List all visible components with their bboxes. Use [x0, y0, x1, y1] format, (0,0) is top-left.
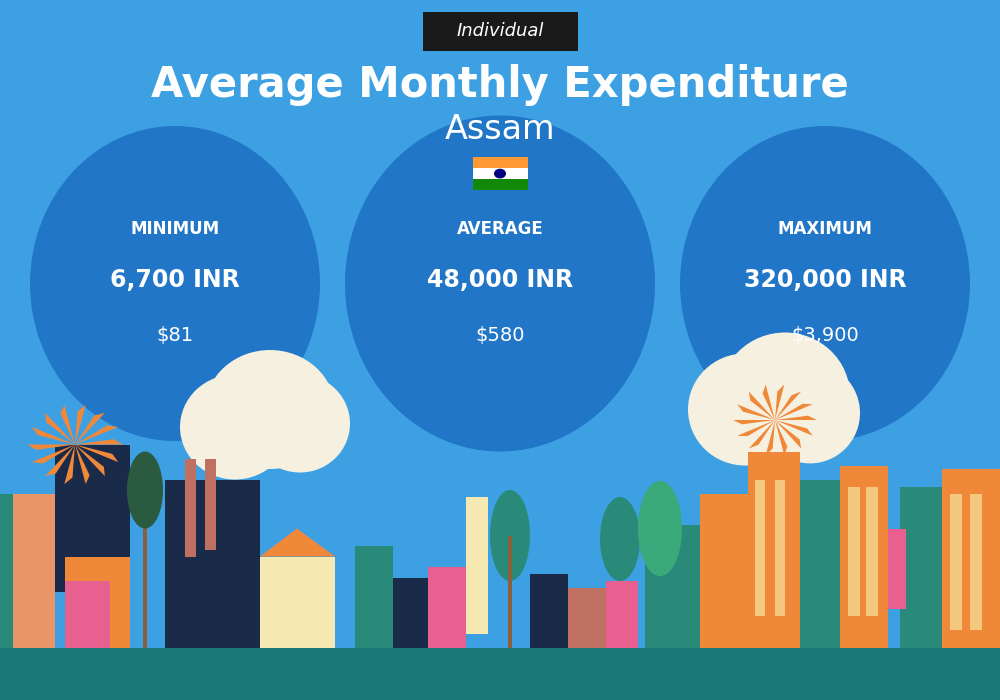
Polygon shape	[64, 444, 75, 484]
Ellipse shape	[345, 116, 655, 452]
Bar	[185, 458, 196, 556]
Polygon shape	[75, 413, 105, 444]
Ellipse shape	[490, 490, 530, 581]
Bar	[473, 157, 528, 168]
Polygon shape	[775, 420, 801, 449]
Text: 320,000 INR: 320,000 INR	[744, 268, 906, 292]
Ellipse shape	[680, 126, 970, 441]
Ellipse shape	[688, 354, 802, 466]
Bar	[393, 578, 428, 648]
Polygon shape	[775, 404, 813, 420]
Polygon shape	[775, 416, 817, 420]
Text: 48,000 INR: 48,000 INR	[427, 268, 573, 292]
Polygon shape	[763, 384, 775, 420]
Polygon shape	[775, 391, 801, 420]
Bar	[700, 494, 748, 648]
Bar	[900, 486, 942, 648]
Text: $3,900: $3,900	[791, 326, 859, 346]
Bar	[473, 168, 528, 179]
Polygon shape	[775, 420, 813, 436]
Ellipse shape	[600, 497, 640, 581]
Bar	[606, 581, 638, 648]
Polygon shape	[45, 444, 75, 476]
Bar	[942, 469, 1000, 648]
Polygon shape	[775, 384, 784, 420]
Ellipse shape	[494, 169, 506, 178]
Polygon shape	[27, 444, 75, 450]
FancyBboxPatch shape	[422, 12, 578, 51]
Polygon shape	[32, 427, 75, 444]
Bar	[143, 486, 147, 648]
Bar	[950, 494, 962, 630]
Polygon shape	[733, 420, 775, 424]
Bar	[205, 458, 216, 550]
Bar	[748, 452, 800, 648]
Text: MAXIMUM: MAXIMUM	[778, 220, 872, 238]
Ellipse shape	[760, 363, 860, 463]
Bar	[0, 648, 1000, 700]
Ellipse shape	[180, 374, 290, 480]
Bar	[428, 567, 466, 648]
Text: Average Monthly Expenditure: Average Monthly Expenditure	[151, 64, 849, 106]
Polygon shape	[75, 439, 123, 444]
Bar	[55, 444, 130, 592]
Bar	[530, 574, 568, 648]
Text: Assam: Assam	[445, 113, 555, 146]
Text: $580: $580	[475, 326, 525, 346]
Ellipse shape	[638, 481, 682, 576]
Bar	[888, 528, 906, 609]
Ellipse shape	[30, 126, 320, 441]
Bar	[848, 486, 860, 616]
Bar	[466, 497, 488, 634]
Bar	[355, 546, 393, 648]
Bar	[508, 536, 512, 648]
Ellipse shape	[720, 332, 850, 458]
Bar	[970, 494, 982, 630]
Text: Individual: Individual	[456, 22, 544, 41]
Ellipse shape	[250, 374, 350, 472]
Polygon shape	[75, 444, 105, 476]
Polygon shape	[766, 420, 775, 456]
Polygon shape	[737, 420, 775, 436]
Bar	[260, 556, 335, 648]
Text: $81: $81	[156, 326, 194, 346]
Polygon shape	[32, 444, 75, 463]
Ellipse shape	[127, 452, 163, 528]
Bar	[866, 486, 878, 616]
Bar	[800, 480, 840, 648]
Bar	[65, 581, 110, 648]
Polygon shape	[749, 420, 775, 449]
Polygon shape	[75, 405, 86, 444]
Bar	[840, 466, 888, 648]
Polygon shape	[749, 391, 775, 420]
Bar	[775, 480, 785, 616]
Ellipse shape	[205, 350, 335, 469]
Polygon shape	[260, 528, 335, 556]
Polygon shape	[737, 404, 775, 420]
Polygon shape	[75, 444, 118, 462]
Text: MINIMUM: MINIMUM	[130, 220, 220, 238]
Polygon shape	[75, 444, 90, 484]
Bar	[65, 556, 130, 648]
Bar	[755, 480, 765, 616]
Bar	[568, 588, 606, 648]
Text: 6,700 INR: 6,700 INR	[110, 268, 240, 292]
Bar	[473, 179, 528, 190]
Bar	[645, 525, 700, 648]
Polygon shape	[60, 405, 75, 444]
Bar	[0, 494, 55, 648]
Polygon shape	[775, 420, 787, 456]
Text: AVERAGE: AVERAGE	[457, 220, 543, 238]
Bar	[165, 480, 260, 648]
Polygon shape	[45, 413, 75, 444]
Polygon shape	[75, 426, 118, 444]
Bar	[0, 494, 13, 648]
